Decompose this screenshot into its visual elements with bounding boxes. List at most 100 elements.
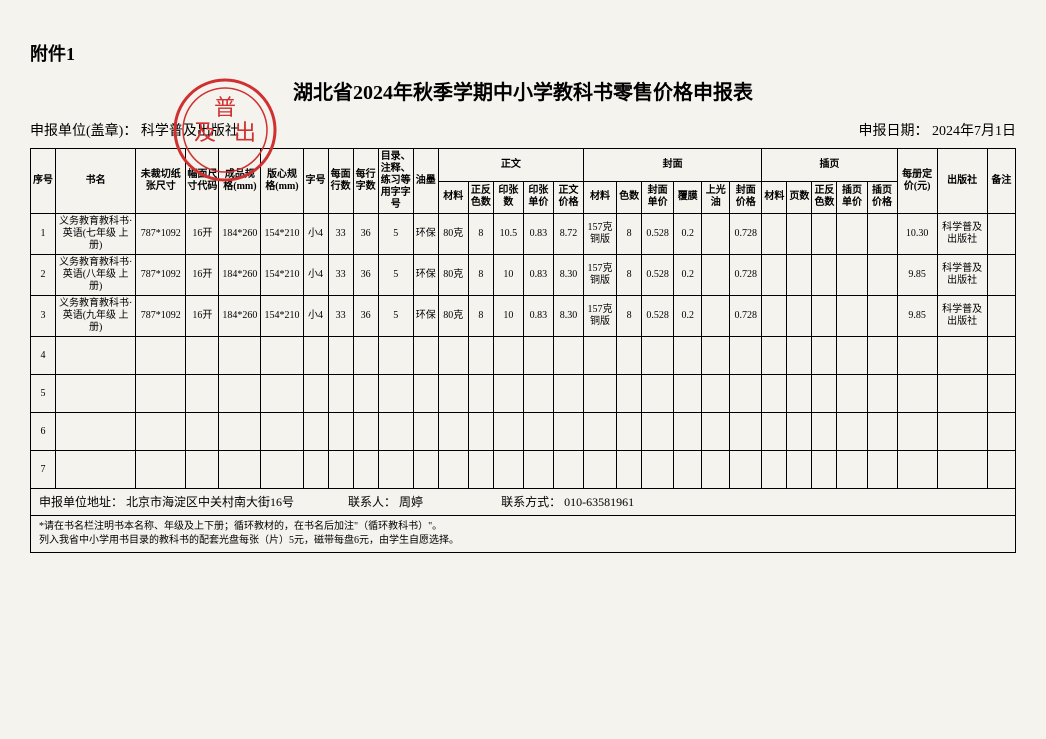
cell-fm_cl: 157克铜版 <box>584 214 617 255</box>
cell-zwjg: 8.30 <box>553 296 583 337</box>
cell-cp: 184*260 <box>219 214 261 255</box>
cell-fmjg: 0.728 <box>730 214 762 255</box>
cell-size: 787*1092 <box>136 296 186 337</box>
cell-mz <box>353 337 378 375</box>
cell-zw_cl <box>438 451 468 489</box>
cell-fmt <box>186 375 219 413</box>
cell-fm_cl <box>584 413 617 451</box>
cell-bx <box>261 451 303 489</box>
th-cy-jg: 插页价格 <box>867 181 897 214</box>
cell-n: 2 <box>31 255 56 296</box>
cell-fmt <box>186 337 219 375</box>
cell-cy_cl <box>762 413 787 451</box>
cell-zwjg: 8.30 <box>553 255 583 296</box>
cell-zw_cl <box>438 413 468 451</box>
cell-mz: 36 <box>353 296 378 337</box>
cell-cp <box>219 375 261 413</box>
cell-n: 1 <box>31 214 56 255</box>
th-meice: 每册定价(元) <box>897 149 937 214</box>
table-row: 1义务教育教科书·英语(七年级 上册)787*109216开184*260154… <box>31 214 1016 255</box>
th-xuhao: 序号 <box>31 149 56 214</box>
note-1: *请在书名栏注明书本名称、年级及上下册；循环教材的，在书名后加注"（循环教科书）… <box>39 520 1007 534</box>
cell-ml <box>378 375 413 413</box>
addr-value: 北京市海淀区中关村南大街16号 <box>126 495 294 509</box>
cell-bx <box>261 337 303 375</box>
cell-zw_se <box>468 451 493 489</box>
page-title: 湖北省2024年秋季学期中小学教科书零售价格申报表 <box>30 76 1016 105</box>
unit-value: 科学普及出版社 <box>141 124 239 139</box>
cell-zh: 小4 <box>303 214 328 255</box>
th-zw-zhengfan: 正反色数 <box>468 181 493 214</box>
cell-zwjg <box>553 337 583 375</box>
cell-fm_cl <box>584 337 617 375</box>
cell-pub <box>937 451 987 489</box>
cell-name <box>56 451 136 489</box>
cell-fmdj <box>642 413 674 451</box>
cell-cy_se <box>812 296 837 337</box>
cell-cy_cl <box>762 337 787 375</box>
cell-fm_cl <box>584 451 617 489</box>
cell-yz <box>493 451 523 489</box>
cell-fmt: 16开 <box>186 214 219 255</box>
cell-fm_se <box>617 337 642 375</box>
cell-cy_jg <box>867 451 897 489</box>
cell-pub <box>937 337 987 375</box>
cell-price: 9.85 <box>897 255 937 296</box>
cell-zw_se <box>468 375 493 413</box>
cell-fmjg <box>730 375 762 413</box>
cell-mz: 36 <box>353 214 378 255</box>
cell-cp: 184*260 <box>219 296 261 337</box>
cell-zw_cl: 80克 <box>438 255 468 296</box>
cell-fmdj: 0.528 <box>642 214 674 255</box>
th-zw-cailiao: 材料 <box>438 181 468 214</box>
cell-bz <box>987 214 1015 255</box>
th-youmo: 油墨 <box>413 149 438 214</box>
cell-cy_ys <box>787 375 812 413</box>
cell-cy_dj <box>837 413 867 451</box>
cell-bz <box>987 451 1015 489</box>
cell-fumo <box>674 375 702 413</box>
cell-sgy <box>702 451 730 489</box>
cell-cy_ys <box>787 214 812 255</box>
attachment-label: 附件1 <box>30 40 1016 66</box>
cell-cy_dj <box>837 214 867 255</box>
date-label: 申报日期： <box>859 124 929 139</box>
cell-fumo <box>674 413 702 451</box>
cell-cy_se <box>812 255 837 296</box>
cell-cy_jg <box>867 255 897 296</box>
cell-zwjg <box>553 451 583 489</box>
table-row: 6 <box>31 413 1016 451</box>
phone-label: 联系方式： <box>501 495 561 509</box>
cell-yzdj <box>523 451 553 489</box>
cell-mh <box>328 375 353 413</box>
cell-pub <box>937 375 987 413</box>
th-fm-dj: 封面单价 <box>642 181 674 214</box>
cell-fmt <box>186 451 219 489</box>
cell-cy_ys <box>787 255 812 296</box>
cell-fm_se: 8 <box>617 214 642 255</box>
cell-bx <box>261 413 303 451</box>
cell-fumo: 0.2 <box>674 296 702 337</box>
cell-yzdj: 0.83 <box>523 255 553 296</box>
table-row: 2义务教育教科书·英语(八年级 上册)787*109216开184*260154… <box>31 255 1016 296</box>
cell-mz <box>353 451 378 489</box>
cell-sgy <box>702 296 730 337</box>
cell-zw_cl: 80克 <box>438 214 468 255</box>
cell-cp <box>219 337 261 375</box>
cell-name <box>56 337 136 375</box>
cell-ym <box>413 451 438 489</box>
cell-sgy <box>702 214 730 255</box>
cell-mh: 33 <box>328 214 353 255</box>
cell-fmjg <box>730 451 762 489</box>
cell-fmt: 16开 <box>186 255 219 296</box>
cell-mh <box>328 413 353 451</box>
contact-label: 联系人： <box>348 495 396 509</box>
meta-row: 申报单位(盖章)： 科学普及出版社 申报日期： 2024年7月1日 <box>30 120 1016 140</box>
th-cy-cailiao: 材料 <box>762 181 787 214</box>
cell-cy_jg <box>867 296 897 337</box>
cell-sgy <box>702 255 730 296</box>
cell-bz <box>987 255 1015 296</box>
th-fm-fumo: 覆膜 <box>674 181 702 214</box>
cell-cy_dj <box>837 296 867 337</box>
cell-yzdj: 0.83 <box>523 296 553 337</box>
